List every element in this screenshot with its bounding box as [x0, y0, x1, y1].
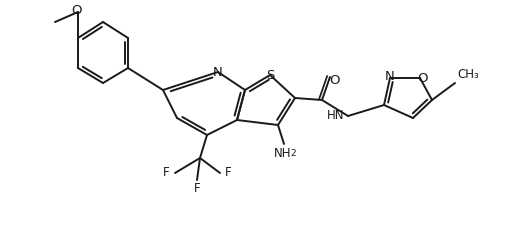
Text: O: O: [329, 73, 339, 87]
Text: O: O: [417, 72, 427, 85]
Text: F: F: [164, 167, 170, 179]
Text: 2: 2: [290, 149, 296, 158]
Text: O: O: [72, 4, 82, 17]
Text: NH: NH: [274, 147, 292, 160]
Text: F: F: [225, 167, 232, 179]
Text: N: N: [385, 69, 395, 82]
Text: CH₃: CH₃: [457, 68, 479, 81]
Text: S: S: [266, 68, 274, 82]
Text: HN: HN: [327, 109, 344, 122]
Text: N: N: [213, 65, 223, 78]
Text: F: F: [194, 182, 200, 195]
